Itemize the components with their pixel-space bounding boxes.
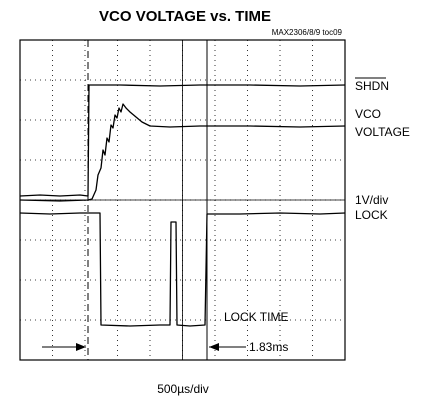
trace-label: SHDN: [355, 79, 389, 93]
trace-label: 1V/div: [355, 193, 388, 207]
shdn-trace: [19, 84, 346, 197]
trace-label: VCO: [355, 107, 381, 121]
trace-label: LOCK: [355, 208, 388, 222]
annotation: LOCK TIME: [224, 310, 288, 324]
trace-label: VOLTAGE: [355, 125, 410, 139]
lock-trace: [19, 212, 346, 327]
arrow-head: [76, 343, 86, 351]
vco-trace: [19, 103, 346, 202]
measurement: 1.83ms: [249, 340, 288, 354]
time-scale: 500µs/div: [157, 382, 209, 396]
chart-title: VCO VOLTAGE vs. TIME: [99, 8, 271, 25]
arrow-head: [209, 343, 219, 351]
figure-id: MAX2306/8/9 toc09: [272, 28, 343, 37]
scope-grid: [19, 39, 346, 361]
